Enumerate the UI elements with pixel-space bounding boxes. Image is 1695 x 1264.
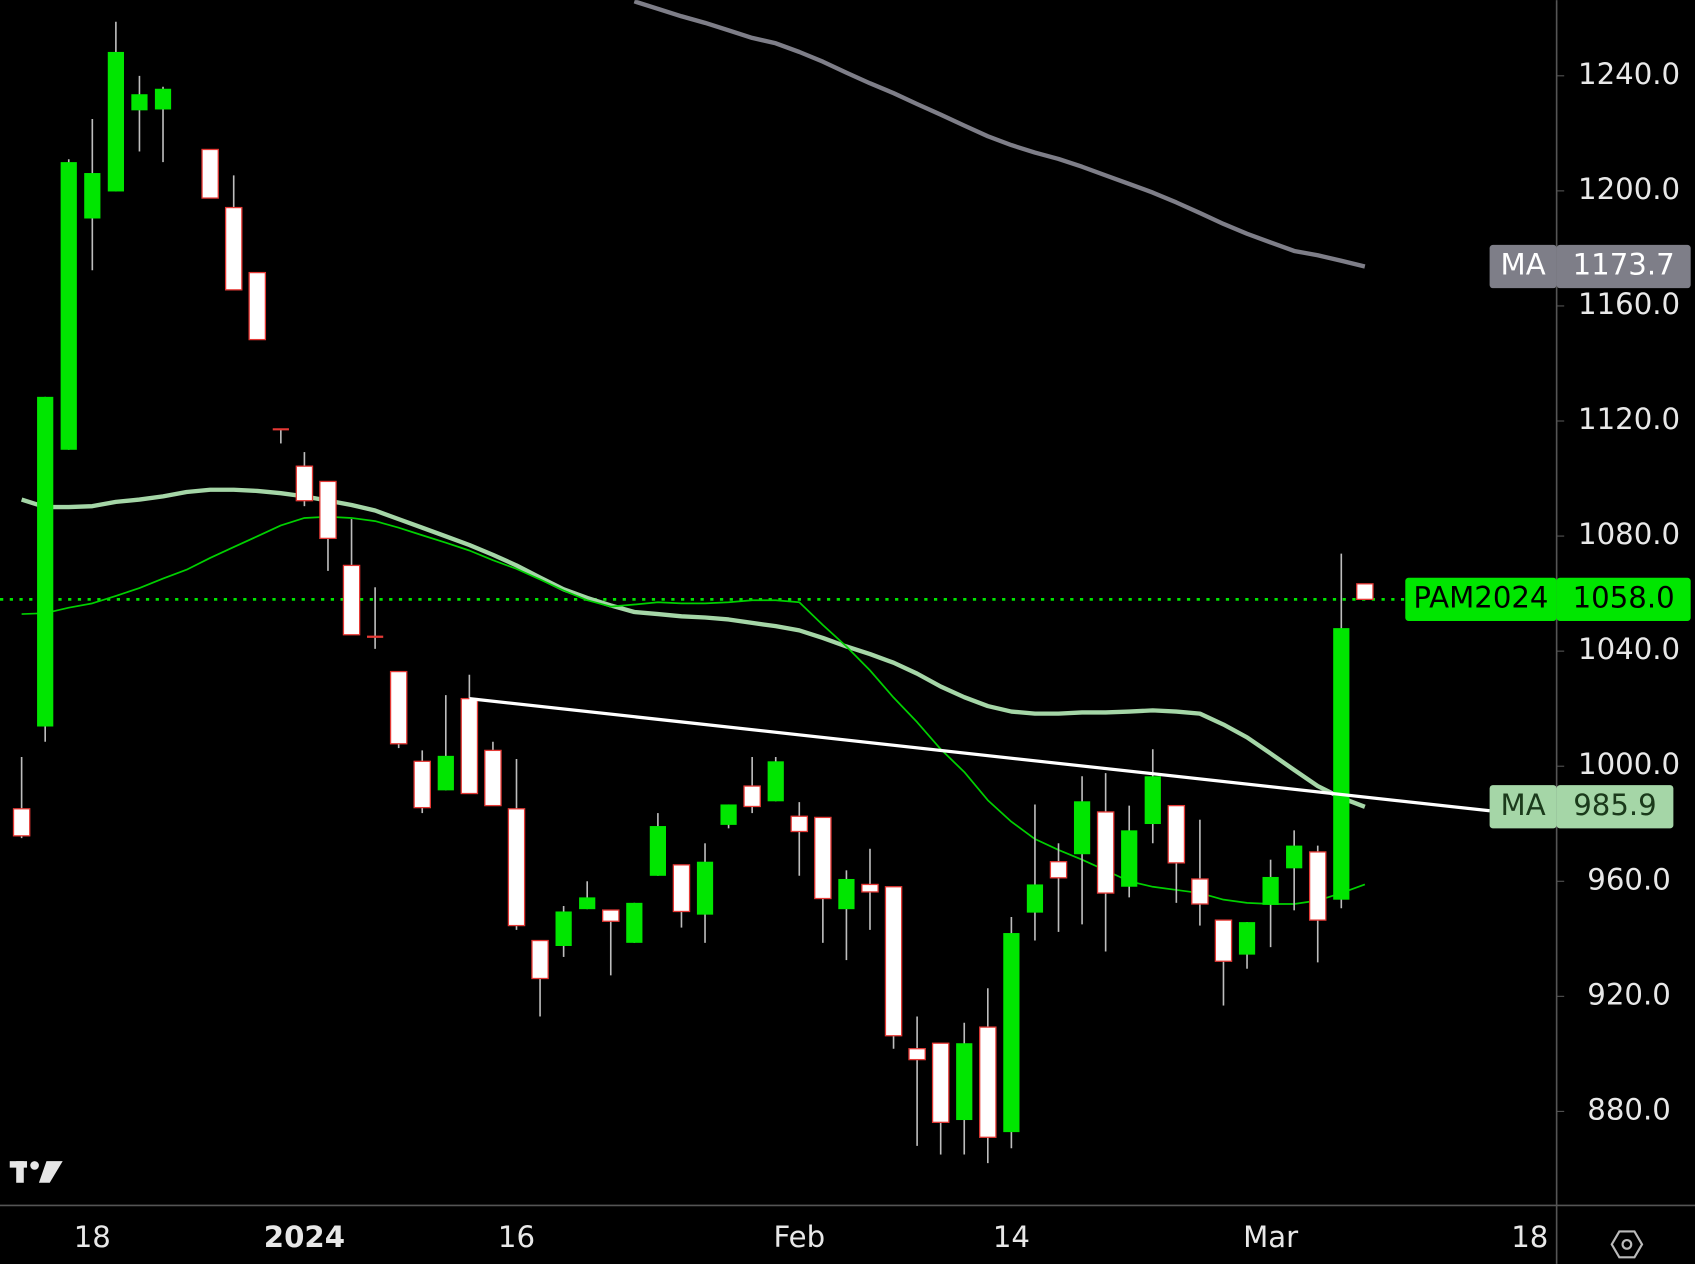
- y-tick-label: 880.0: [1587, 1092, 1671, 1126]
- candle-body: [484, 749, 502, 807]
- x-tick-label: Mar: [1243, 1220, 1298, 1254]
- settings-icon[interactable]: [1610, 1230, 1644, 1259]
- tag-name-box: [1489, 244, 1557, 289]
- candle-body: [12, 808, 31, 837]
- candle-body: [1026, 884, 1044, 913]
- candle-body: [1003, 933, 1020, 1133]
- moving-average-line: [633, 0, 1366, 269]
- candle-body: [295, 465, 314, 502]
- tag-name-box: [1405, 577, 1557, 621]
- tag-value: 1173.7: [1573, 248, 1675, 282]
- tag-name: PAM2024: [1413, 580, 1548, 614]
- y-tick-label: 1120.0: [1578, 402, 1680, 436]
- candle-body: [1121, 830, 1138, 887]
- last-price-label: 1058.0: [1573, 580, 1675, 614]
- candle-body: [1262, 876, 1279, 905]
- overlay: [469, 696, 1490, 813]
- x-tick-label: 18: [74, 1220, 111, 1254]
- y-tick-label: 1160.0: [1578, 287, 1680, 321]
- tag-name: MA: [1501, 788, 1546, 822]
- moving-average-line: [20, 487, 1366, 809]
- candle-body: [107, 51, 124, 192]
- y-tick-label: 1240.0: [1578, 57, 1680, 91]
- candle-body: [60, 162, 77, 450]
- candle-body: [1356, 583, 1374, 601]
- candle-body: [908, 1048, 926, 1061]
- candle-body: [437, 755, 454, 791]
- candle-body: [1308, 851, 1327, 921]
- x-tick-label: 14: [993, 1220, 1030, 1254]
- x-tick-label: Feb: [773, 1220, 825, 1254]
- candle-body: [579, 897, 596, 910]
- plot-area: [0, 0, 1557, 1164]
- candle-body: [979, 1026, 997, 1138]
- candle-body: [931, 1042, 950, 1123]
- last-price-box: [1556, 577, 1691, 621]
- candle-body: [1144, 776, 1161, 825]
- candle-body: [507, 808, 526, 927]
- candle-body: [248, 271, 267, 341]
- candle-body: [861, 883, 879, 893]
- tag-name: MA: [1501, 248, 1546, 282]
- candle-body: [602, 909, 620, 922]
- candle-body: [342, 564, 361, 636]
- candle-body: [1214, 919, 1233, 962]
- candle-body: [1167, 804, 1186, 864]
- candle-body: [460, 697, 479, 795]
- candle-body: [1286, 845, 1303, 869]
- y-tick-label: 1040.0: [1578, 632, 1680, 666]
- candle-body: [743, 785, 761, 808]
- candle-body: [131, 94, 148, 111]
- x-tick-label: 16: [498, 1220, 535, 1254]
- y-tick-label: 1200.0: [1578, 172, 1680, 206]
- candle-body: [1073, 801, 1091, 855]
- y-tick-label: 1080.0: [1578, 517, 1680, 551]
- y-tick-label: 960.0: [1587, 862, 1671, 896]
- candle-body: [767, 761, 784, 802]
- candle-body: [720, 804, 737, 825]
- tag-name-box: [1489, 785, 1557, 829]
- candle-body: [649, 826, 667, 876]
- candle-body: [956, 1043, 973, 1121]
- trend-line: [469, 696, 1490, 813]
- candle-body: [224, 206, 243, 291]
- candle-body: [1333, 628, 1350, 900]
- candle-body: [838, 878, 855, 910]
- tag-value-box: [1556, 244, 1691, 289]
- candle-body: [84, 173, 101, 219]
- candle-body: [201, 148, 219, 199]
- candle-body: [389, 670, 408, 745]
- logo: [9, 1161, 63, 1183]
- tag-value: 985.9: [1573, 788, 1657, 822]
- candle-body: [672, 864, 691, 913]
- candle-body: [413, 760, 431, 809]
- candle-body: [1049, 861, 1068, 879]
- x-tick-label: 18: [1511, 1220, 1548, 1254]
- y-tick-label: 920.0: [1587, 977, 1671, 1011]
- candle-body: [814, 816, 832, 900]
- candle-body: [1096, 811, 1115, 894]
- y-tick-label: 1000.0: [1578, 747, 1680, 781]
- candle-body: [626, 902, 643, 943]
- candle-body: [37, 396, 54, 727]
- candle-body: [555, 911, 572, 946]
- candle-body: [1238, 922, 1256, 955]
- x-tick-label: 2024: [264, 1220, 345, 1254]
- candle-body: [319, 480, 337, 540]
- candle-body: [1191, 878, 1209, 905]
- candle-body: [531, 939, 549, 980]
- candle-body: [790, 815, 809, 833]
- candle-body: [154, 88, 172, 110]
- candle-body: [696, 861, 714, 915]
- candle-body: [884, 886, 903, 1037]
- moving-average-line: [21, 515, 1366, 905]
- tag-value-box: [1556, 785, 1674, 829]
